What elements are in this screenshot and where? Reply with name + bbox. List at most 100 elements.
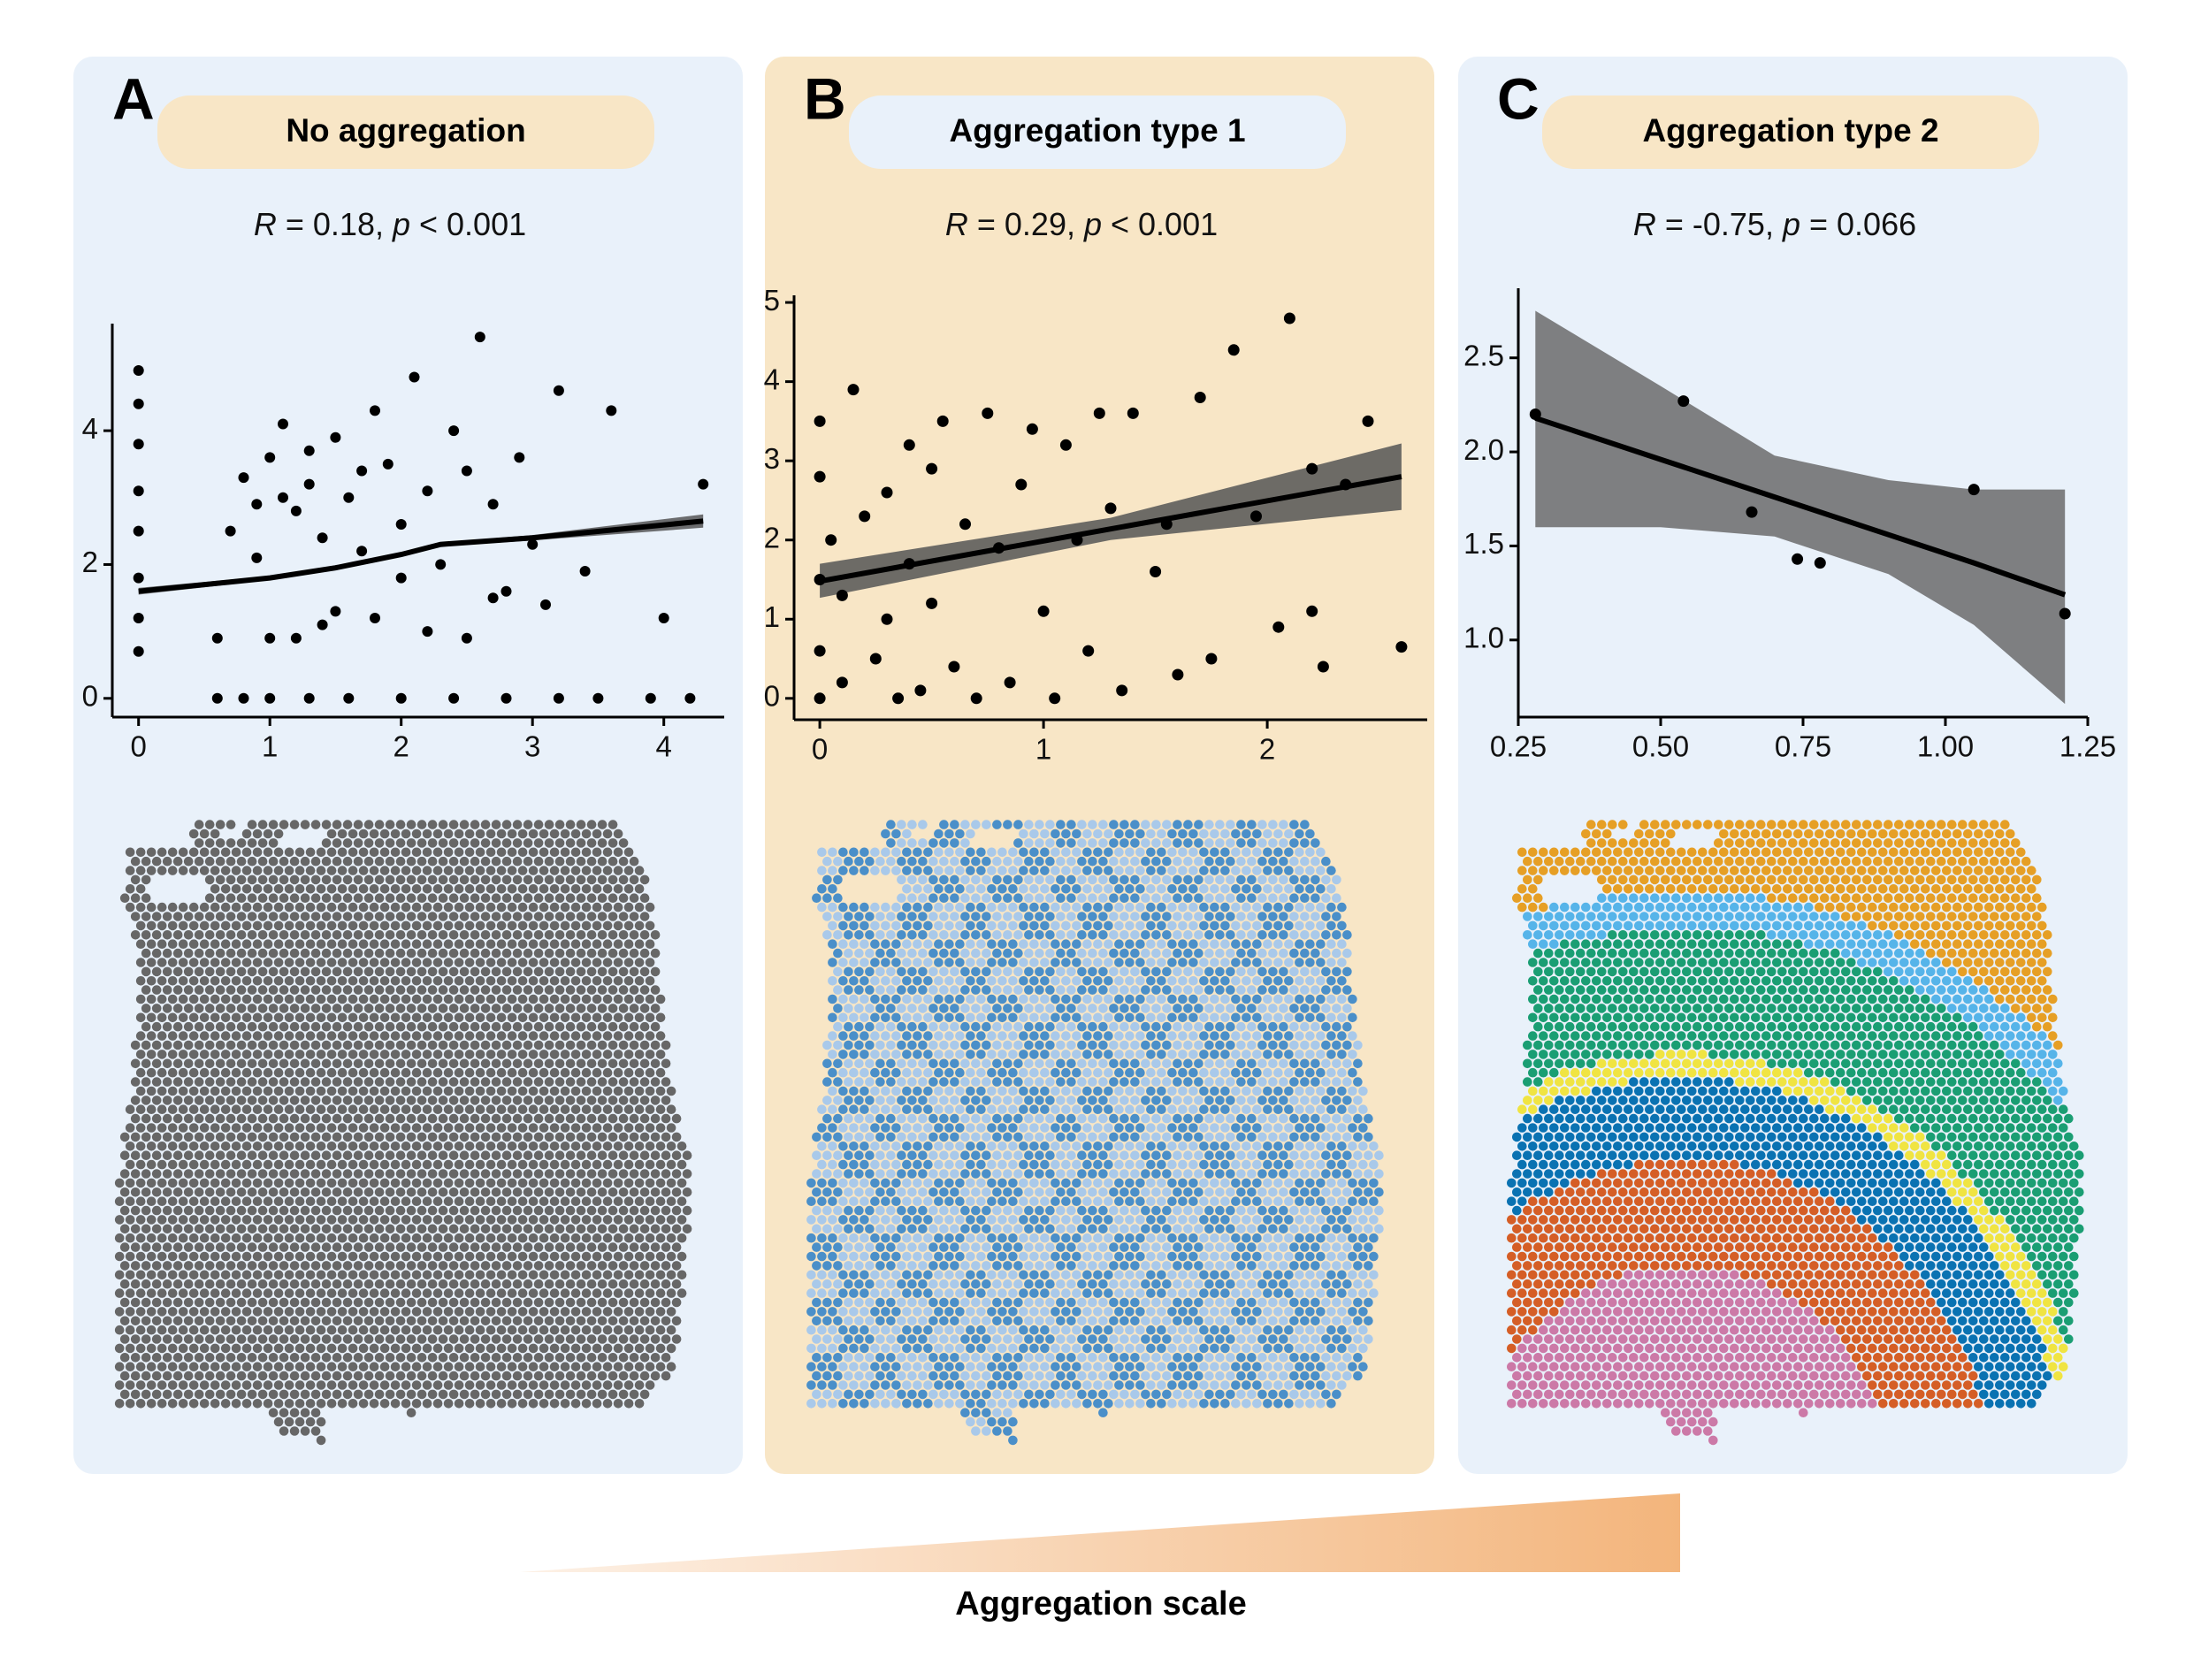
- tissue-spot: [666, 1343, 676, 1354]
- tissue-spot: [1247, 856, 1257, 867]
- tissue-spot: [470, 1004, 480, 1013]
- tissue-spot: [844, 1077, 853, 1087]
- tissue-spot: [544, 1279, 554, 1289]
- tissue-spot: [353, 1040, 363, 1050]
- tissue-spot: [188, 1142, 199, 1151]
- tissue-spot: [316, 1159, 326, 1170]
- tissue-spot: [1077, 874, 1087, 885]
- scatter-point: [881, 613, 893, 625]
- tissue-spot: [849, 1050, 859, 1059]
- tissue-spot: [1188, 976, 1198, 986]
- tissue-spot: [199, 994, 210, 1004]
- tissue-spot: [374, 1021, 385, 1032]
- tissue-spot: [464, 994, 475, 1004]
- tissue-spot: [602, 1233, 613, 1243]
- tissue-spot: [1305, 1012, 1315, 1023]
- tissue-spot: [1215, 966, 1225, 977]
- tissue-spot: [1119, 838, 1129, 848]
- tissue-spot: [865, 1021, 875, 1032]
- tissue-spot: [273, 884, 284, 894]
- tissue-spot: [141, 948, 151, 958]
- tissue-spot: [645, 1288, 655, 1298]
- tissue-spot: [427, 1021, 438, 1032]
- scatter-point: [290, 505, 302, 516]
- tissue-spot: [676, 1233, 687, 1243]
- tissue-spot: [592, 939, 602, 949]
- tissue-spot: [1289, 1077, 1299, 1087]
- tissue-spot: [554, 1297, 565, 1308]
- tissue-spot: [971, 1058, 981, 1069]
- tissue-spot: [1098, 1021, 1108, 1032]
- tissue-spot: [247, 930, 257, 940]
- tissue-spot: [454, 1233, 464, 1243]
- tissue-spot: [252, 1251, 263, 1262]
- tissue-spot: [1051, 958, 1060, 967]
- tissue-spot: [385, 1132, 395, 1142]
- tissue-spot: [1326, 994, 1336, 1004]
- tissue-spot: [581, 1343, 592, 1354]
- tissue-spot: [358, 920, 369, 931]
- tissue-spot: [523, 1021, 533, 1032]
- tissue-spot: [411, 1215, 422, 1225]
- scatter-point: [948, 661, 960, 673]
- tissue-spot: [310, 1096, 321, 1105]
- tissue-spot: [279, 1187, 289, 1197]
- scatter-point: [238, 472, 249, 484]
- tissue-spot: [607, 1058, 618, 1069]
- tissue-spot: [528, 1178, 539, 1188]
- tissue-spot: [1125, 994, 1135, 1004]
- tissue-spot: [342, 856, 353, 867]
- tissue-spot: [204, 820, 215, 829]
- tissue-spot: [1019, 902, 1028, 913]
- tissue-spot: [390, 1067, 401, 1078]
- tissue-spot: [1045, 1058, 1055, 1069]
- tissue-spot: [411, 902, 422, 913]
- tissue-spot: [661, 1353, 671, 1363]
- tissue-spot: [533, 1058, 544, 1069]
- tissue-spot: [982, 1021, 991, 1032]
- tissue-spot: [618, 1096, 629, 1105]
- tissue-spot: [539, 884, 549, 894]
- tissue-spot: [517, 1325, 528, 1335]
- tissue-spot: [464, 976, 475, 986]
- tissue-spot: [130, 856, 141, 867]
- tissue-spot: [363, 820, 374, 829]
- tissue-spot: [194, 1058, 204, 1069]
- tissue-spot: [353, 966, 363, 977]
- tissue-spot: [592, 884, 602, 894]
- tissue-spot: [944, 902, 954, 913]
- tissue-spot: [618, 930, 629, 940]
- tissue-spot: [1358, 1104, 1368, 1114]
- tissue-spot: [1257, 820, 1267, 829]
- tissue-spot: [1310, 1077, 1320, 1087]
- tissue-spot: [363, 893, 374, 903]
- tissue-spot: [1045, 1096, 1055, 1105]
- tissue-spot: [178, 1142, 188, 1151]
- tissue-spot: [607, 1389, 618, 1400]
- tissue-spot: [629, 1132, 639, 1142]
- tissue-spot: [358, 902, 369, 913]
- tissue-spot: [379, 1399, 390, 1409]
- tissue-spot: [390, 1288, 401, 1298]
- tissue-spot: [870, 1067, 880, 1078]
- tissue-spot: [661, 1113, 671, 1124]
- tissue-spot: [241, 866, 252, 875]
- tissue-spot: [125, 1362, 135, 1371]
- tissue-spot: [241, 976, 252, 986]
- tissue-spot: [1114, 1012, 1124, 1023]
- tissue-spot: [1321, 1058, 1331, 1069]
- tissue-spot: [385, 1021, 395, 1032]
- tissue-spot: [1263, 1067, 1272, 1078]
- tissue-spot: [891, 1012, 901, 1023]
- tissue-spot: [1273, 829, 1283, 839]
- tissue-spot: [623, 1307, 634, 1317]
- scatter-point: [264, 692, 276, 704]
- tissue-spot: [682, 1205, 692, 1216]
- tissue-spot: [565, 1132, 576, 1142]
- tissue-spot: [592, 1067, 602, 1078]
- tissue-spot: [554, 1205, 565, 1216]
- tissue-spot: [119, 1297, 130, 1308]
- tissue-spot: [348, 1104, 358, 1114]
- tissue-spot: [1056, 1113, 1066, 1124]
- tissue-spot: [374, 1279, 385, 1289]
